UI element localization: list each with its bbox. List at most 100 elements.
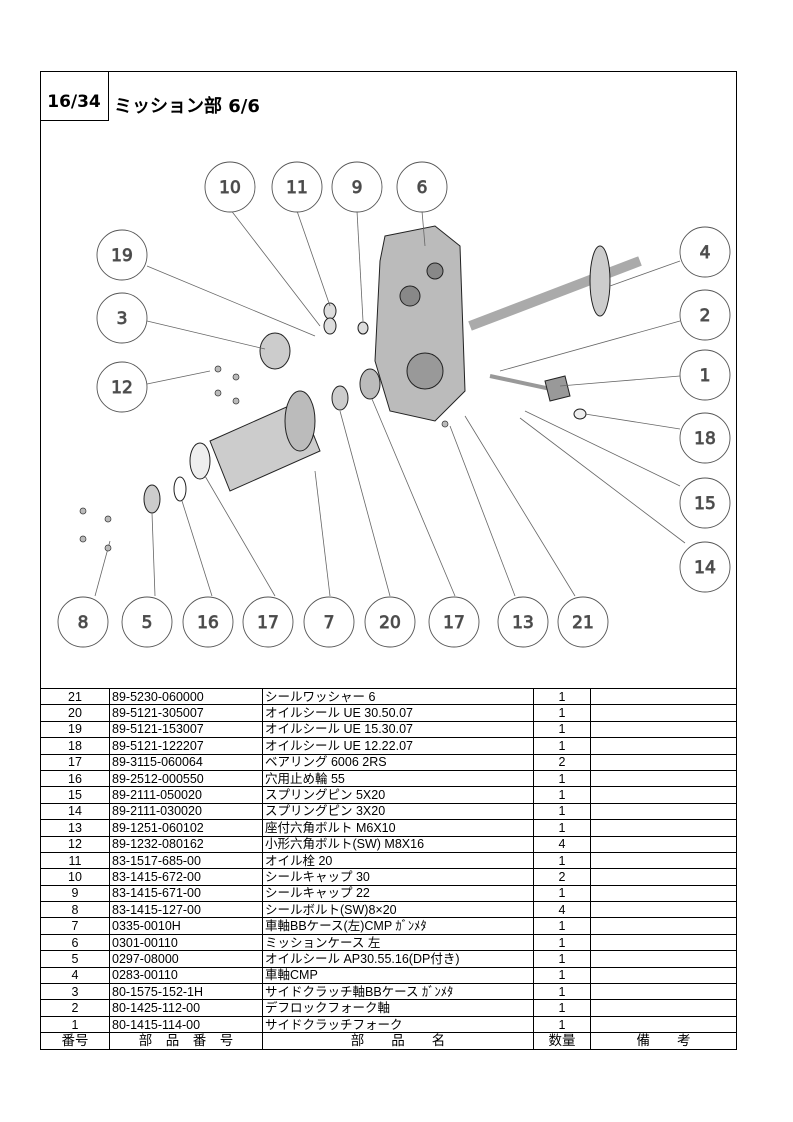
- callout-16: 16: [182, 596, 234, 648]
- cell-name: オイルシール UE 12.22.07: [262, 737, 534, 755]
- cell-part-no: 80-1575-152-1H: [109, 983, 263, 1001]
- cell-no: 19: [40, 720, 110, 739]
- cell-no: 21: [40, 687, 110, 706]
- svg-text:17: 17: [257, 613, 279, 633]
- cell-name: 車軸BBケース(左)CMP ｶﾞﾝﾒﾀ: [262, 917, 534, 935]
- table-row: 12 89-1232-080162 小形六角ボルト(SW) M8X16 4: [40, 835, 737, 853]
- gear: [589, 245, 611, 317]
- cell-name: スプリングピン 5X20: [262, 786, 534, 804]
- cell-remarks: [590, 753, 737, 771]
- cell-remarks: [590, 687, 737, 706]
- cell-part-no: 89-5121-305007: [109, 704, 263, 722]
- callout-11: 11: [271, 161, 323, 213]
- cell-name: ミッションケース 左: [262, 933, 534, 952]
- cell-name: サイドクラッチフォーク: [262, 1015, 534, 1034]
- cell-part-no: 80-1415-114-00: [109, 1015, 263, 1034]
- svg-text:14: 14: [694, 558, 716, 578]
- bolts: [79, 365, 449, 552]
- callout-17a: 17: [242, 596, 294, 648]
- svg-text:13: 13: [512, 613, 534, 633]
- cell-qty: 1: [533, 999, 591, 1017]
- col-name: 部 品 名: [262, 1032, 534, 1050]
- cell-name: オイル栓 20: [262, 851, 534, 870]
- cell-part-no: 83-1517-685-00: [109, 851, 263, 870]
- axle-shaft: [468, 256, 642, 331]
- cell-no: 11: [40, 851, 110, 870]
- cell-part-no: 89-5121-153007: [109, 720, 263, 739]
- svg-text:3: 3: [117, 309, 128, 329]
- parts-drawing: [143, 225, 642, 514]
- cell-remarks: [590, 950, 737, 968]
- svg-text:15: 15: [694, 494, 716, 514]
- table-row: 4 0283-00110 車軸CMP 1: [40, 966, 737, 985]
- cell-name: シールボルト(SW)8×20: [262, 901, 534, 919]
- callout-19: 19: [96, 229, 148, 281]
- cell-qty: 1: [533, 983, 591, 1001]
- parts-table: 21 89-5230-060000 シールワッシャー 6 1 20 89-5121-305…: [40, 687, 737, 1050]
- col-remarks: 備 考: [590, 1032, 737, 1050]
- page-frame: [40, 71, 737, 1050]
- cell-remarks: [590, 835, 737, 853]
- callout-15: 15: [679, 477, 731, 529]
- cell-remarks: [590, 933, 737, 952]
- svg-text:21: 21: [572, 613, 594, 633]
- col-qty: 数量: [533, 1032, 591, 1050]
- cell-remarks: [590, 884, 737, 903]
- cell-remarks: [590, 786, 737, 804]
- cell-qty: 1: [533, 769, 591, 788]
- cell-no: 13: [40, 819, 110, 837]
- cell-name: シールワッシャー 6: [262, 687, 534, 706]
- cell-qty: 2: [533, 868, 591, 886]
- callout-8: 8: [57, 596, 109, 648]
- callout-21: 21: [557, 596, 609, 648]
- cell-name: シールキャップ 22: [262, 884, 534, 903]
- table-row: 13 89-1251-060102 座付六角ボルト M6X10 1: [40, 819, 737, 837]
- svg-text:11: 11: [286, 178, 308, 198]
- svg-text:19: 19: [111, 246, 133, 266]
- cell-part-no: 89-3115-060064: [109, 753, 263, 771]
- cell-qty: 1: [533, 933, 591, 952]
- cell-remarks: [590, 704, 737, 722]
- callout-9: 9: [331, 161, 383, 213]
- cell-remarks: [590, 966, 737, 985]
- svg-text:16: 16: [197, 613, 219, 633]
- callout-18: 18: [679, 412, 731, 464]
- table-row: 5 0297-08000 オイルシール AP30.55.16(DP付き) 1: [40, 950, 737, 968]
- table-row: 19 89-5121-153007 オイルシール UE 15.30.07 1: [40, 720, 737, 739]
- table-row: 18 89-5121-122207 オイルシール UE 12.22.07 1: [40, 737, 737, 755]
- cell-qty: 1: [533, 720, 591, 739]
- table-row: 16 89-2512-000550 穴用止め輪 55 1: [40, 769, 737, 788]
- cell-part-no: 83-1415-671-00: [109, 884, 263, 903]
- cell-name: オイルシール AP30.55.16(DP付き): [262, 950, 534, 968]
- svg-text:10: 10: [219, 178, 241, 198]
- cell-part-no: 89-5230-060000: [109, 687, 263, 706]
- cell-part-no: 0297-08000: [109, 950, 263, 968]
- fork: [544, 375, 571, 402]
- table-row: 20 89-5121-305007 オイルシール UE 30.50.07 1: [40, 704, 737, 722]
- cell-no: 7: [40, 917, 110, 935]
- exploded-parts-diagram: 10 11 9 6 19 4 3 2 12 1 18 15 14 8 5 16 …: [57, 161, 731, 648]
- svg-text:4: 4: [700, 243, 711, 263]
- cell-name: ベアリング 6006 2RS: [262, 753, 534, 771]
- cell-part-no: 80-1425-112-00: [109, 999, 263, 1017]
- cell-name: スプリングピン 3X20: [262, 802, 534, 821]
- callout-5: 5: [121, 596, 173, 648]
- side-cover: [259, 332, 291, 370]
- cell-remarks: [590, 720, 737, 739]
- cell-name: 小形六角ボルト(SW) M8X16: [262, 835, 534, 853]
- cell-no: 16: [40, 769, 110, 788]
- callout-13: 13: [497, 596, 549, 648]
- table-row: 1 80-1415-114-00 サイドクラッチフォーク 1: [40, 1015, 737, 1034]
- col-part-no: 部 品 番 号: [109, 1032, 263, 1050]
- cell-part-no: 89-1232-080162: [109, 835, 263, 853]
- table-header-row: 番号 部 品 番 号 部 品 名 数量 備 考: [40, 1032, 737, 1050]
- callouts: 10 11 9 6 19 4 3 2 12 1 18 15 14 8 5 16 …: [57, 161, 731, 648]
- page-number: 16/34: [40, 71, 109, 121]
- cell-remarks: [590, 983, 737, 1001]
- cell-qty: 1: [533, 1015, 591, 1034]
- cell-remarks: [590, 819, 737, 837]
- cell-part-no: 0301-00110: [109, 933, 263, 952]
- cell-qty: 1: [533, 802, 591, 821]
- cell-no: 6: [40, 933, 110, 952]
